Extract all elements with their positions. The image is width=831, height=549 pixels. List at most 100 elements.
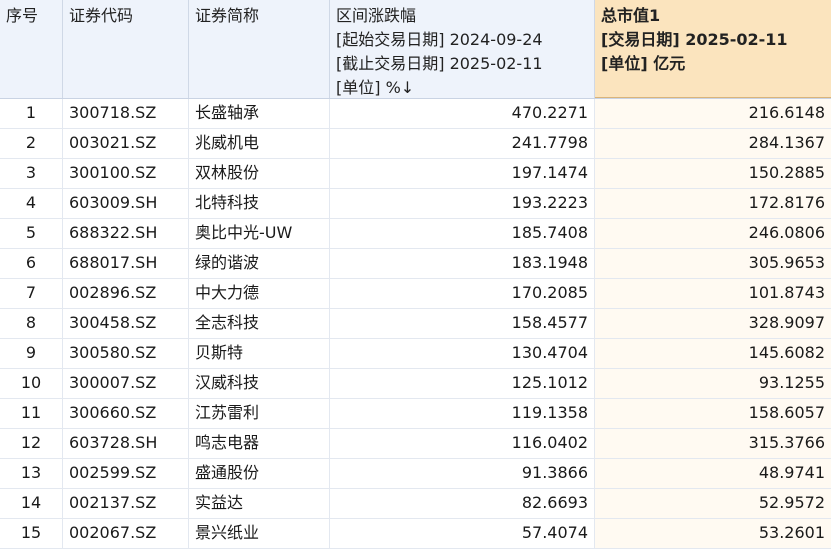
cell-index: 8 — [0, 309, 63, 338]
table-row[interactable]: 3 300100.SZ 双林股份 197.1474 150.2885 — [0, 159, 831, 189]
cell-change: 170.2085 — [330, 279, 595, 308]
cell-code: 300007.SZ — [63, 369, 189, 398]
cell-change: 241.7798 — [330, 129, 595, 158]
cell-market-cap: 158.6057 — [595, 399, 831, 428]
cell-code: 003021.SZ — [63, 129, 189, 158]
header-change-start-date: [起始交易日期] 2024-09-24 — [336, 30, 543, 49]
table-row[interactable]: 5 688322.SH 奥比中光-UW 185.7408 246.0806 — [0, 219, 831, 249]
cell-code: 300660.SZ — [63, 399, 189, 428]
cell-name: 汉威科技 — [189, 369, 330, 398]
cell-market-cap: 172.8176 — [595, 189, 831, 218]
table-row[interactable]: 2 003021.SZ 兆威机电 241.7798 284.1367 — [0, 129, 831, 159]
cell-market-cap: 315.3766 — [595, 429, 831, 458]
cell-change: 185.7408 — [330, 219, 595, 248]
table-row[interactable]: 7 002896.SZ 中大力德 170.2085 101.8743 — [0, 279, 831, 309]
cell-code: 300580.SZ — [63, 339, 189, 368]
cell-code: 002067.SZ — [63, 519, 189, 548]
cell-code: 300100.SZ — [63, 159, 189, 188]
cell-code: 300458.SZ — [63, 309, 189, 338]
table-row[interactable]: 13 002599.SZ 盛通股份 91.3866 48.9741 — [0, 459, 831, 489]
table-row[interactable]: 14 002137.SZ 实益达 82.6693 52.9572 — [0, 489, 831, 519]
header-change-title: 区间涨跌幅 — [336, 6, 417, 25]
cell-change: 158.4577 — [330, 309, 595, 338]
cell-index: 7 — [0, 279, 63, 308]
table-row[interactable]: 8 300458.SZ 全志科技 158.4577 328.9097 — [0, 309, 831, 339]
header-market-cap-date: [交易日期] 2025-02-11 — [601, 30, 788, 49]
table-row[interactable]: 1 300718.SZ 长盛轴承 470.2271 216.6148 — [0, 99, 831, 129]
table-row[interactable]: 9 300580.SZ 贝斯特 130.4704 145.6082 — [0, 339, 831, 369]
cell-name: 鸣志电器 — [189, 429, 330, 458]
cell-index: 15 — [0, 519, 63, 548]
cell-market-cap: 53.2601 — [595, 519, 831, 548]
cell-market-cap: 305.9653 — [595, 249, 831, 278]
header-market-cap-unit: [单位] 亿元 — [601, 54, 686, 73]
cell-name: 景兴纸业 — [189, 519, 330, 548]
cell-name: 兆威机电 — [189, 129, 330, 158]
cell-index: 5 — [0, 219, 63, 248]
cell-change: 125.1012 — [330, 369, 595, 398]
table-body: 1 300718.SZ 长盛轴承 470.2271 216.6148 2 003021.SZ… — [0, 99, 831, 549]
cell-code: 603728.SH — [63, 429, 189, 458]
header-code[interactable]: 证券代码 — [63, 0, 189, 98]
cell-name: 双林股份 — [189, 159, 330, 188]
table-row[interactable]: 6 688017.SH 绿的谐波 183.1948 305.9653 — [0, 249, 831, 279]
cell-name: 全志科技 — [189, 309, 330, 338]
cell-name: 实益达 — [189, 489, 330, 518]
cell-code: 002137.SZ — [63, 489, 189, 518]
cell-name: 奥比中光-UW — [189, 219, 330, 248]
header-market-cap[interactable]: 总市值1 [交易日期] 2025-02-11 [单位] 亿元 — [595, 0, 831, 98]
cell-name: 江苏雷利 — [189, 399, 330, 428]
cell-market-cap: 101.8743 — [595, 279, 831, 308]
header-index[interactable]: 序号 — [0, 0, 63, 98]
cell-name: 盛通股份 — [189, 459, 330, 488]
cell-market-cap: 145.6082 — [595, 339, 831, 368]
cell-code: 603009.SH — [63, 189, 189, 218]
cell-change: 91.3866 — [330, 459, 595, 488]
cell-change: 130.4704 — [330, 339, 595, 368]
cell-index: 14 — [0, 489, 63, 518]
cell-code: 002896.SZ — [63, 279, 189, 308]
cell-market-cap: 216.6148 — [595, 99, 831, 128]
cell-index: 4 — [0, 189, 63, 218]
cell-index: 3 — [0, 159, 63, 188]
cell-change: 82.6693 — [330, 489, 595, 518]
table-row[interactable]: 15 002067.SZ 景兴纸业 57.4074 53.2601 — [0, 519, 831, 549]
cell-code: 688017.SH — [63, 249, 189, 278]
table-row[interactable]: 12 603728.SH 鸣志电器 116.0402 315.3766 — [0, 429, 831, 459]
header-name-label: 证券简称 — [195, 6, 260, 25]
cell-name: 长盛轴承 — [189, 99, 330, 128]
table-header: 序号 证券代码 证券简称 区间涨跌幅 [起始交易日期] 2024-09-24 [… — [0, 0, 831, 99]
header-market-cap-title: 总市值1 — [601, 6, 661, 25]
cell-index: 1 — [0, 99, 63, 128]
table-row[interactable]: 4 603009.SH 北特科技 193.2223 172.8176 — [0, 189, 831, 219]
cell-change: 193.2223 — [330, 189, 595, 218]
cell-market-cap: 328.9097 — [595, 309, 831, 338]
table-row[interactable]: 11 300660.SZ 江苏雷利 119.1358 158.6057 — [0, 399, 831, 429]
cell-change: 183.1948 — [330, 249, 595, 278]
cell-code: 002599.SZ — [63, 459, 189, 488]
cell-market-cap: 150.2885 — [595, 159, 831, 188]
table-row[interactable]: 10 300007.SZ 汉威科技 125.1012 93.1255 — [0, 369, 831, 399]
cell-change: 57.4074 — [330, 519, 595, 548]
cell-name: 中大力德 — [189, 279, 330, 308]
cell-market-cap: 246.0806 — [595, 219, 831, 248]
cell-name: 贝斯特 — [189, 339, 330, 368]
cell-change: 116.0402 — [330, 429, 595, 458]
cell-index: 12 — [0, 429, 63, 458]
cell-code: 300718.SZ — [63, 99, 189, 128]
cell-index: 9 — [0, 339, 63, 368]
cell-index: 2 — [0, 129, 63, 158]
header-name[interactable]: 证券简称 — [189, 0, 330, 98]
cell-index: 11 — [0, 399, 63, 428]
header-index-label: 序号 — [6, 6, 39, 25]
cell-market-cap: 52.9572 — [595, 489, 831, 518]
cell-index: 10 — [0, 369, 63, 398]
cell-name: 北特科技 — [189, 189, 330, 218]
cell-index: 6 — [0, 249, 63, 278]
cell-index: 13 — [0, 459, 63, 488]
header-change[interactable]: 区间涨跌幅 [起始交易日期] 2024-09-24 [截止交易日期] 2025-… — [330, 0, 595, 98]
header-change-end-date: [截止交易日期] 2025-02-11 — [336, 54, 543, 73]
cell-market-cap: 284.1367 — [595, 129, 831, 158]
header-change-unit-sort: [单位] %↓ — [336, 78, 415, 97]
cell-change: 119.1358 — [330, 399, 595, 428]
